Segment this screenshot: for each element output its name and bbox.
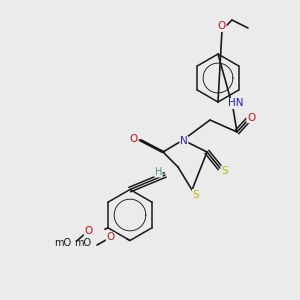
Text: S: S [221, 166, 228, 176]
Text: O: O [130, 134, 138, 143]
Text: O: O [106, 232, 115, 242]
Text: O: O [247, 112, 255, 123]
Text: mO: mO [54, 238, 71, 248]
Text: H: H [155, 167, 162, 177]
Text: N: N [180, 136, 188, 146]
Text: HN: HN [228, 98, 243, 109]
Text: mO: mO [74, 238, 92, 248]
Text: O: O [84, 226, 92, 236]
Text: O: O [218, 21, 226, 32]
Text: S: S [192, 190, 199, 200]
